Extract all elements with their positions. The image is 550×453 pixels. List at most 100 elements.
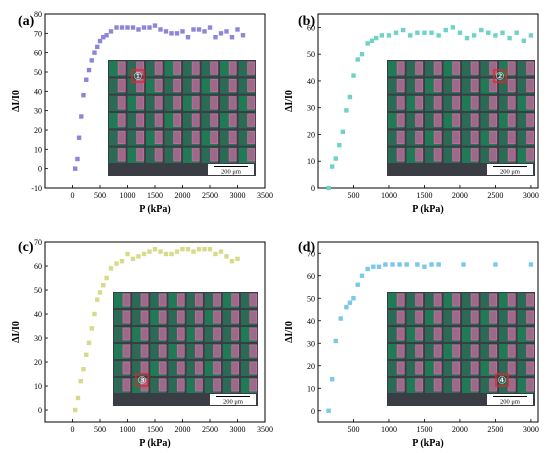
data-point xyxy=(457,30,463,35)
micrograph-electrode xyxy=(210,78,219,93)
data-point xyxy=(180,247,185,252)
data-point xyxy=(114,261,119,266)
data-point xyxy=(383,262,388,267)
micrograph-electrode xyxy=(140,327,149,341)
position-marker-label: ③ xyxy=(138,376,147,387)
micrograph-electrode xyxy=(452,96,461,110)
data-point xyxy=(108,29,114,34)
y-tick-label: 50 xyxy=(34,68,42,77)
x-tick-label: 1500 xyxy=(147,191,163,200)
data-point xyxy=(514,30,519,35)
data-point xyxy=(326,185,331,191)
data-point xyxy=(351,296,356,301)
micrograph-electrode xyxy=(433,327,442,341)
data-point xyxy=(169,31,174,36)
micrograph-electrode xyxy=(249,327,258,341)
data-point xyxy=(479,27,484,33)
panel-label: (c) xyxy=(18,240,34,255)
micrograph-electrode xyxy=(231,344,240,358)
micrograph-electrode xyxy=(415,96,424,110)
micrograph-electrode xyxy=(526,61,535,75)
micrograph-electrode xyxy=(158,293,167,307)
x-tick-label: 3000 xyxy=(230,425,246,434)
micrograph-electrode xyxy=(228,113,237,127)
micrograph-electrode xyxy=(396,293,405,307)
y-tick-label: 40 xyxy=(34,87,42,96)
data-point xyxy=(86,340,92,345)
data-point xyxy=(180,29,185,34)
y-tick-label: 10 xyxy=(307,157,315,166)
data-point xyxy=(130,256,136,261)
y-tick-label: 30 xyxy=(307,339,315,348)
micrograph-inset: 200 μm ③ xyxy=(113,292,258,406)
micrograph-electrode xyxy=(433,293,442,307)
data-point xyxy=(202,247,207,252)
micrograph-electrode xyxy=(433,344,442,358)
micrograph-electrode xyxy=(249,293,258,307)
micrograph-electrode xyxy=(213,310,221,324)
micrograph-electrode xyxy=(195,293,203,307)
micrograph-electrode xyxy=(452,113,461,127)
data-point xyxy=(415,30,420,35)
x-tick-label: 500 xyxy=(94,191,106,200)
micrograph-electrode xyxy=(191,130,200,145)
micrograph-electrode xyxy=(433,96,442,110)
micrograph-electrode xyxy=(489,130,498,145)
y-tick-label: 50 xyxy=(307,50,315,59)
micrograph-electrode xyxy=(247,113,256,127)
plot-frame xyxy=(317,13,539,189)
micrograph-electrode xyxy=(396,130,405,145)
data-point xyxy=(329,377,335,382)
data-point xyxy=(185,247,191,252)
y-tick-label: 0 xyxy=(311,407,315,416)
micrograph-electrode xyxy=(154,130,163,145)
position-marker-label: ② xyxy=(496,72,505,83)
data-point xyxy=(224,29,229,34)
data-point xyxy=(89,58,94,63)
micrograph-electrode xyxy=(415,344,424,358)
data-point xyxy=(76,135,82,140)
micrograph-electrode xyxy=(154,78,163,93)
x-tick-label: 1000 xyxy=(120,191,136,200)
x-tick-label: 1000 xyxy=(381,191,397,200)
micrograph-electrode xyxy=(213,327,221,341)
scale-bar-label: 200 μm xyxy=(223,399,243,406)
data-point xyxy=(141,25,147,30)
micrograph-electrode xyxy=(173,78,182,93)
micrograph-electrode xyxy=(470,327,479,341)
y-tick-label: 20 xyxy=(307,130,315,139)
micrograph-electrode xyxy=(228,78,237,93)
micrograph-electrode xyxy=(228,148,237,162)
micrograph-electrode xyxy=(452,130,461,145)
scale-bar-label: 200 μm xyxy=(500,399,520,406)
micrograph-inset: 200 μm ① xyxy=(108,60,256,176)
micrograph-electrode xyxy=(231,361,240,375)
micrograph-electrode xyxy=(489,78,498,93)
data-point xyxy=(461,262,466,267)
micrograph-electrode xyxy=(526,327,535,341)
micrograph-electrode xyxy=(415,130,424,145)
data-point xyxy=(97,38,103,44)
data-point xyxy=(158,27,163,32)
data-point xyxy=(528,33,534,38)
data-point xyxy=(351,73,356,78)
micrograph-electrode xyxy=(231,378,240,392)
x-tick-label: 3500 xyxy=(257,425,273,434)
micrograph-electrode xyxy=(433,78,442,93)
data-point xyxy=(371,264,376,269)
micrograph-electrode xyxy=(158,344,167,358)
data-point xyxy=(429,262,434,267)
micrograph-electrode xyxy=(507,310,516,324)
micrograph-electrode xyxy=(195,310,203,324)
data-point xyxy=(196,247,202,252)
micrograph-electrode xyxy=(154,96,163,110)
y-axis-label: ΔI/I0 xyxy=(284,321,295,343)
data-point xyxy=(229,259,235,264)
y-axis-label: ΔI/I0 xyxy=(284,90,295,112)
scale-bar-box xyxy=(487,164,533,175)
micrograph-electrode xyxy=(433,310,442,324)
micrograph-electrode xyxy=(452,78,461,93)
micrograph-electrode xyxy=(415,378,424,392)
data-point xyxy=(326,408,331,413)
micrograph-electrode xyxy=(176,344,185,358)
